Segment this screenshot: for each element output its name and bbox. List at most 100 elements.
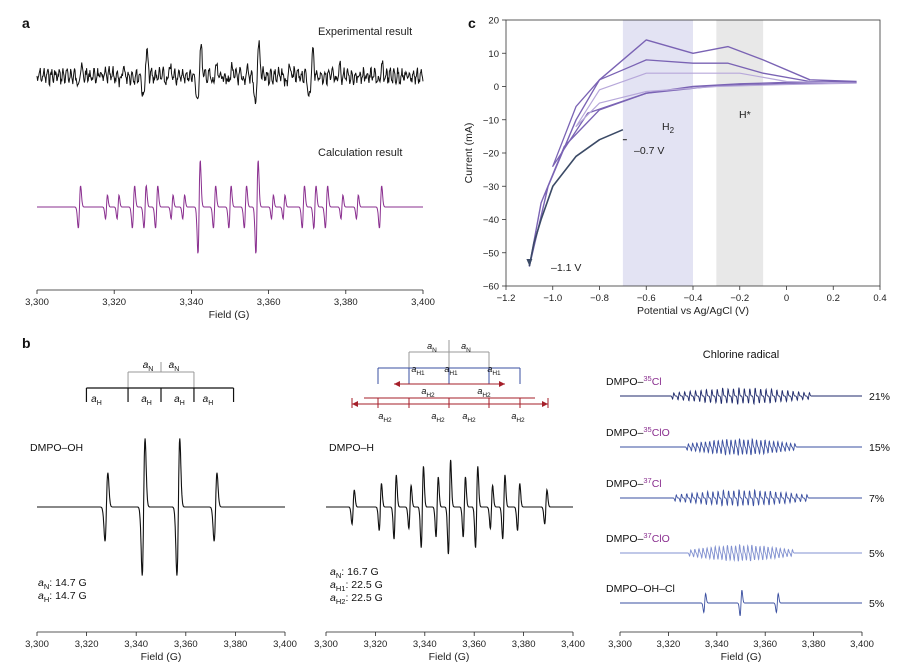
cv-y-tick-label: 20 (488, 16, 499, 27)
cv-x-tick-label: −0.6 (637, 293, 656, 304)
cv-arrowhead (526, 259, 533, 267)
chlorine-row-percent: 5% (869, 598, 884, 610)
tree-label-an-right: aN (169, 360, 180, 373)
tree-label-ah-1: aH (141, 394, 152, 407)
tree-label-h1-a: aH1 (411, 364, 425, 377)
panel-a-tick-label: 3,300 (25, 297, 49, 308)
chlorine-row-percent: 5% (869, 548, 884, 560)
chlorine-row-label: DMPO–35ClO (606, 425, 670, 439)
panel-a-x-axis: 3,300 3,320 3,340 3,360 3,380 3,400 (25, 289, 435, 308)
tree-label-ah-3: aH (203, 394, 214, 407)
chlorine-tick-label: 3,320 (657, 639, 681, 650)
chlorine-row-prefix: DMPO– (606, 427, 644, 439)
cv-y-tick-label: −20 (483, 149, 499, 160)
tree-label-ah-2: aH (174, 394, 185, 407)
cv-y-label: Current (mA) (463, 123, 475, 184)
dmpo-oh-param-ah: aH: 14.7 G (38, 590, 87, 604)
cv-series-line (575, 72, 857, 127)
chlorine-x-label: Field (G) (721, 651, 762, 663)
chlorine-row-prefix: DMPO– (606, 478, 644, 490)
tree-label-h2-f: aH2 (511, 411, 525, 424)
tree-label-h2-d: aH2 (431, 411, 445, 424)
dmpo-h-tick-label: 3,380 (512, 639, 536, 650)
chlorine-row-prefix: DMPO–OH–Cl (606, 583, 675, 595)
tree-arrowhead (499, 381, 505, 387)
chlorine-tick-label: 3,300 (608, 639, 632, 650)
dmpo-oh-tick-label: 3,300 (25, 639, 49, 650)
cv-series-line (552, 59, 857, 167)
dmpo-oh-tick-label: 3,380 (224, 639, 248, 650)
dmpo-oh-tick-label: 3,400 (273, 639, 297, 650)
cv-y-tick-label: −30 (483, 182, 499, 193)
cv-curves (526, 39, 857, 267)
dmpo-h-tick-label: 3,360 (462, 639, 486, 650)
cv-shaded-regions (622, 20, 764, 286)
panel-letter-c: c (468, 15, 476, 31)
cv-axes: −1.2 −1.0 −0.8 −0.6 −0.4 −0.2 0 0.2 0.4 −60 −50 −40… (483, 16, 887, 305)
dmpo-h-tick-label: 3,340 (413, 639, 437, 650)
tree-label-ah-0: aH (91, 394, 102, 407)
dmpo-oh-splitting-tree: aN aN aH aH aH aH (85, 360, 235, 407)
tree-label-h2-b: aH2 (477, 386, 491, 399)
chlorine-row-spectrum-line (620, 387, 862, 406)
annotation-minus-1-1v: –1.1 V (551, 262, 581, 274)
experimental-spectrum-line (36, 40, 424, 105)
tree-arrowhead (352, 401, 358, 407)
chlorine-row-spectrum-line (620, 437, 862, 456)
dmpo-h-spectrum-line (326, 459, 573, 555)
cv-y-tick-label: −50 (483, 248, 499, 259)
dmpo-h-x-axis: 3,300 3,320 3,340 3,360 3,380 3,400 (314, 631, 585, 650)
cv-x-tick-label: −1.2 (497, 293, 516, 304)
dmpo-oh-x-axis: 3,300 3,320 3,340 3,360 3,380 3,400 (25, 631, 297, 650)
chlorine-row-prefix: DMPO– (606, 533, 644, 545)
tree-label-an-left: aN (143, 360, 154, 373)
dmpo-h-tick-label: 3,300 (314, 639, 338, 650)
cv-x-tick-label: −1.0 (543, 293, 562, 304)
chlorine-row-spectrum-line (620, 488, 862, 507)
dmpo-oh-param-an: aN: 14.7 G (38, 577, 87, 591)
chlorine-tick-label: 3,340 (705, 639, 729, 650)
chlorine-row-label: DMPO–35Cl (606, 374, 662, 388)
calculation-spectrum-line (37, 160, 423, 254)
cv-x-tick-label: 0 (784, 293, 789, 304)
chlorine-row-percent: 15% (869, 442, 890, 454)
dmpo-h-tick-label: 3,400 (561, 639, 585, 650)
chlorine-row-spectrum-line (620, 589, 862, 617)
dmpo-h-tick-label: 3,320 (364, 639, 388, 650)
chlorine-row-spectrum-line (620, 543, 862, 562)
dmpo-oh-species-label: DMPO–OH (30, 442, 83, 454)
cv-x-tick-label: 0.2 (827, 293, 840, 304)
tree-label-h2-e: aH2 (462, 411, 476, 424)
cv-y-tick-label: 0 (494, 82, 499, 93)
cv-x-tick-label: −0.2 (730, 293, 749, 304)
dmpo-h-param-ah2: aH2: 22.5 G (330, 592, 383, 606)
tree-label-h2-a: aH2 (421, 386, 435, 399)
tree-label-an-left: aN (427, 341, 437, 354)
h2-region-label: H2 (662, 121, 675, 135)
hstar-region-label: H* (739, 109, 751, 121)
tree-label-h1-b: aH1 (444, 364, 458, 377)
chlorine-row-label: DMPO–37Cl (606, 476, 662, 490)
dmpo-h-param-ah1: aH1: 22.5 G (330, 579, 383, 593)
chlorine-row-prefix: DMPO– (606, 376, 644, 388)
chlorine-row-label: DMPO–37ClO (606, 531, 670, 545)
tree-arrowhead (542, 401, 548, 407)
calculation-label: Calculation result (318, 147, 402, 159)
chlorine-x-axis: 3,300 3,320 3,340 3,360 3,380 3,400 (608, 631, 874, 650)
chlorine-tick-label: 3,400 (850, 639, 874, 650)
dmpo-h-param-an: aN: 16.7 G (330, 566, 379, 580)
panel-a-tick-label: 3,340 (180, 297, 204, 308)
chlorine-species-rows: DMPO–35Cl 21% DMPO–35ClO 15% DMPO–37Cl 7% DMPO… (606, 374, 890, 617)
chlorine-row-label: DMPO–OH–Cl (606, 583, 675, 595)
tree-label-an-right: aN (461, 341, 471, 354)
panel-letter-a: a (22, 15, 30, 31)
tree-label-h2-c: aH2 (378, 411, 392, 424)
cv-x-tick-label: −0.8 (590, 293, 609, 304)
panel-letter-b: b (22, 335, 31, 351)
chlorine-row-percent: 7% (869, 493, 884, 505)
experimental-label: Experimental result (318, 26, 412, 38)
panel-a-tick-label: 3,360 (257, 297, 281, 308)
dmpo-oh-x-label: Field (G) (141, 651, 182, 663)
